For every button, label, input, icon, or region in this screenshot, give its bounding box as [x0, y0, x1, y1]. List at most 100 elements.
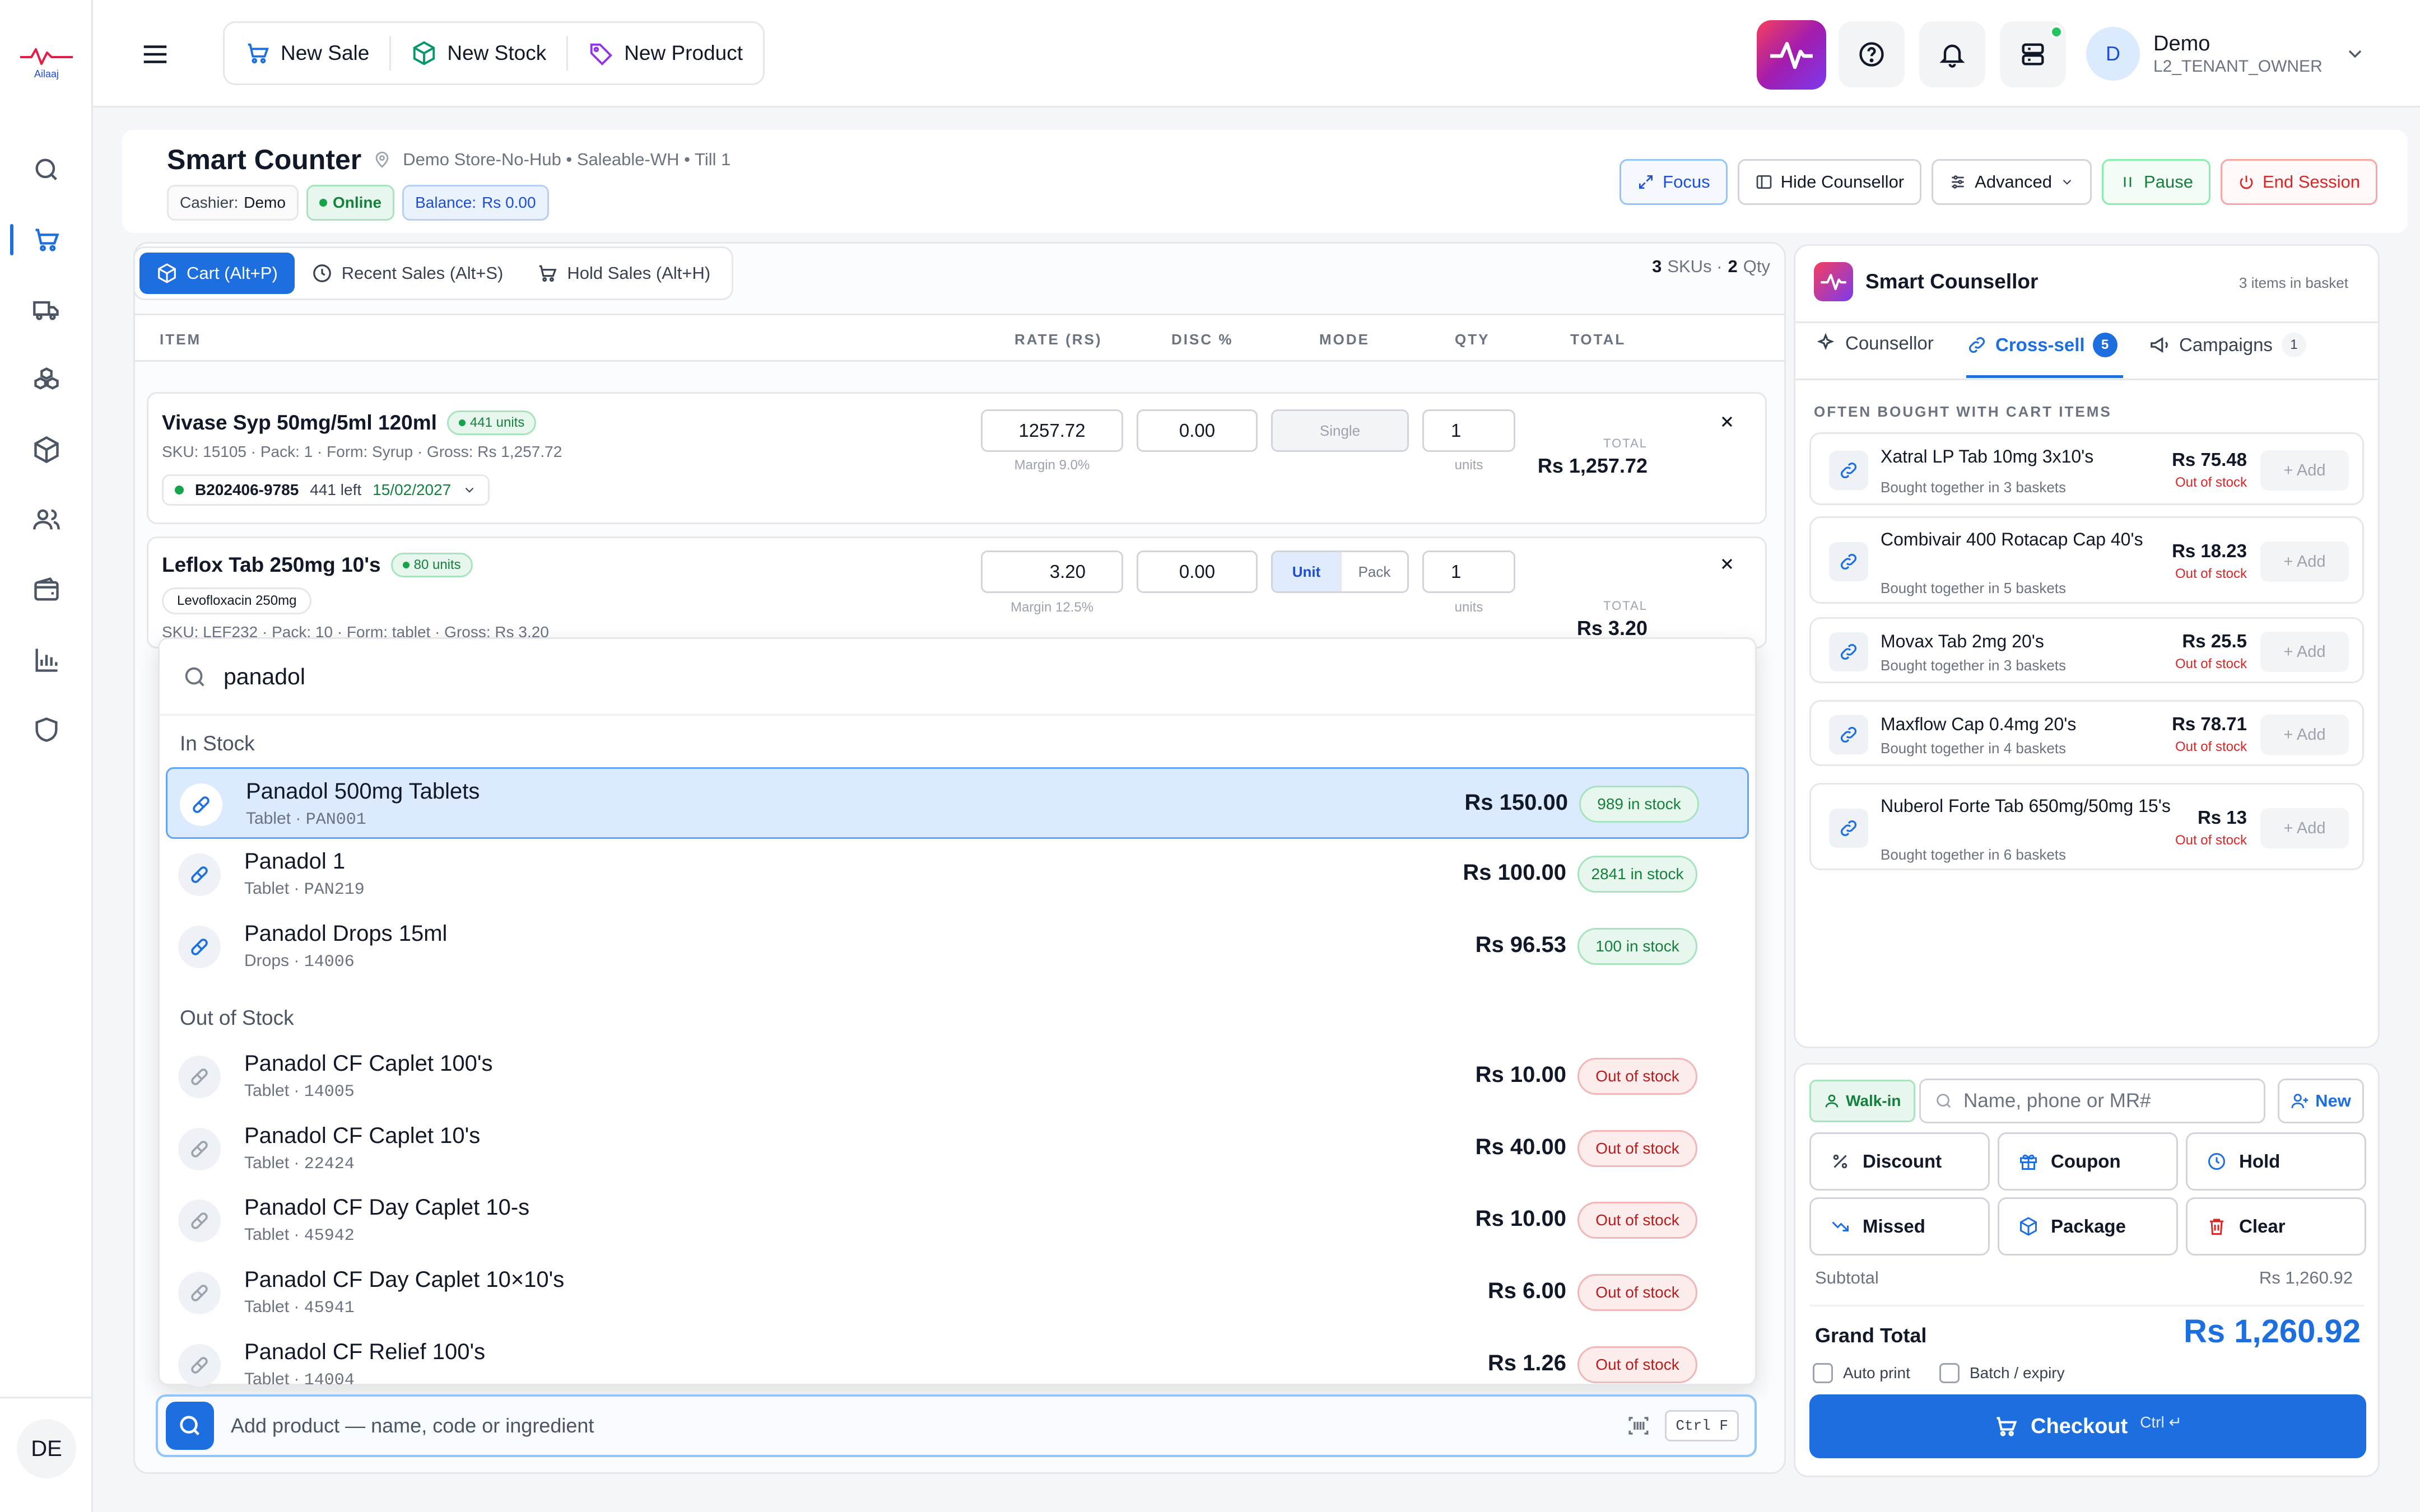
add-product-bar[interactable]: Add product — name, code or ingredient C…	[156, 1394, 1757, 1457]
store-location: Demo Store-No-Hub • Saleable-WH • Till 1	[403, 150, 731, 169]
tab-recent-sales[interactable]: Recent Sales (Alt+S)	[295, 253, 520, 294]
pulse-app-icon[interactable]	[1757, 20, 1826, 90]
remove-item-icon[interactable]	[1718, 555, 1736, 573]
suggestion-price: Rs 78.71	[2172, 713, 2247, 734]
mode-unit[interactable]: Unit	[1273, 552, 1340, 591]
search-result-item[interactable]: Panadol 1 Tablet · PAN219 Rs 100.00 2841 in…	[166, 839, 1749, 911]
suggestion-price: Rs 75.48	[2172, 449, 2247, 470]
focus-button[interactable]: Focus	[1619, 159, 1728, 205]
search-result-item[interactable]: Panadol CF Day Caplet 10×10's Tablet · 45…	[166, 1257, 1749, 1329]
section-in-stock: In Stock	[180, 732, 255, 755]
users-icon[interactable]	[28, 501, 65, 538]
discount-input[interactable]: 0.00	[1137, 409, 1258, 452]
cart-icon[interactable]	[28, 221, 65, 258]
add-suggestion-button[interactable]: + Add	[2260, 632, 2349, 672]
result-meta: Tablet · 22424	[244, 1154, 355, 1174]
shield-icon[interactable]	[28, 711, 65, 748]
cube-icon	[158, 263, 176, 283]
add-suggestion-button[interactable]: + Add	[2260, 542, 2349, 582]
missed-label: Missed	[1863, 1216, 1925, 1236]
boxes-icon[interactable]	[28, 361, 65, 398]
tab-counsellor[interactable]: Counsellor	[1815, 333, 1934, 354]
result-form: Tablet	[244, 1225, 290, 1244]
user-menu[interactable]: D Demo L2_TENANT_OWNER	[2086, 25, 2366, 83]
status-dot	[2050, 26, 2063, 38]
result-code: 14005	[304, 1082, 355, 1102]
batch-expiry-checkbox[interactable]: Batch / expiry	[1939, 1363, 2065, 1383]
mode-pack[interactable]: Pack	[1340, 552, 1407, 591]
server-icon[interactable]	[2000, 21, 2066, 87]
batch-expiry-label: Batch / expiry	[1970, 1364, 2065, 1382]
stock-badge: 441 units	[446, 410, 537, 435]
qty-input[interactable]: 1	[1422, 409, 1515, 452]
cross-sell-count: 5	[2092, 333, 2118, 357]
new-stock-button[interactable]: New Stock	[391, 23, 566, 83]
search-result-item[interactable]: Panadol CF Day Caplet 10-s Tablet · 45942…	[166, 1185, 1749, 1257]
chevron-down-icon	[2348, 50, 2361, 58]
checkout-button[interactable]: Checkout Ctrl ↵	[1809, 1394, 2366, 1458]
rate-input[interactable]: 3.20	[981, 550, 1123, 593]
batch-left: 441 left	[310, 481, 362, 498]
tab-hold-sales[interactable]: Hold Sales (Alt+H)	[520, 253, 727, 294]
app-logo[interactable]: Ailaaj	[17, 45, 76, 84]
search-result-item[interactable]: Panadol 500mg Tablets Tablet · PAN001 Rs 1…	[166, 767, 1749, 839]
add-suggestion-button[interactable]: + Add	[2260, 450, 2349, 491]
hold-button[interactable]: Hold	[2186, 1132, 2366, 1191]
advanced-button[interactable]: Advanced	[1932, 159, 2092, 205]
batch-selector[interactable]: B202406-9785 441 left 15/02/2027	[162, 474, 490, 506]
link-icon	[1829, 632, 1868, 671]
customer-search-input[interactable]: Name, phone or MR#	[1919, 1079, 2265, 1123]
wallet-icon[interactable]	[28, 571, 65, 608]
search-result-item[interactable]: Panadol CF Caplet 10's Tablet · 22424 Rs 4…	[166, 1113, 1749, 1185]
mode-single[interactable]: Single	[1271, 409, 1409, 452]
end-session-button[interactable]: End Session	[2220, 159, 2377, 205]
pause-button[interactable]: Pause	[2102, 159, 2210, 205]
avatar[interactable]: DE	[17, 1419, 76, 1478]
tab-recent-label: Recent Sales (Alt+S)	[341, 263, 504, 283]
result-form: Tablet	[244, 879, 290, 898]
search-icon[interactable]	[28, 151, 65, 188]
bell-icon[interactable]	[1919, 21, 1985, 87]
search-query[interactable]: panadol	[224, 664, 305, 689]
cross-sell-item: Nuberol Forte Tab 650mg/50mg 15's Bought …	[1809, 783, 2364, 870]
search-dropdown: panadol In Stock Out of Stock	[158, 637, 1757, 1385]
missed-button[interactable]: Missed	[1809, 1197, 1990, 1256]
menu-icon[interactable]	[140, 39, 170, 69]
truck-icon[interactable]	[28, 291, 65, 328]
hide-counsellor-button[interactable]: Hide Counsellor	[1737, 159, 1922, 205]
discount-button[interactable]: Discount	[1809, 1132, 1990, 1191]
search-result-item[interactable]: Panadol Drops 15ml Drops · 14006 Rs 96.53 1…	[166, 911, 1749, 983]
cart-summary: 3 SKUs · 2 Qty	[1652, 256, 1770, 277]
new-sale-button[interactable]: New Sale	[225, 23, 389, 83]
new-customer-button[interactable]: New	[2278, 1079, 2364, 1123]
tab-cross-sell[interactable]: Cross-sell 5	[1966, 333, 2118, 357]
search-icon[interactable]	[166, 1402, 214, 1450]
qty-input[interactable]: 1	[1422, 550, 1515, 593]
search-result-item[interactable]: Panadol CF Relief 100's Tablet · 14004 Rs …	[166, 1329, 1749, 1401]
discount-input[interactable]: 0.00	[1137, 550, 1258, 593]
help-icon[interactable]	[1839, 21, 1905, 87]
section-title: OFTEN BOUGHT WITH CART ITEMS	[1814, 403, 2112, 420]
clear-button[interactable]: Clear	[2186, 1197, 2366, 1256]
tab-campaigns[interactable]: Campaigns 1	[2149, 333, 2306, 357]
result-name: Panadol CF Day Caplet 10-s	[244, 1195, 530, 1220]
rate-input[interactable]: 1257.72	[981, 409, 1123, 452]
barcode-scan-icon[interactable]	[1627, 1414, 1650, 1438]
auto-print-checkbox[interactable]: Auto print	[1813, 1363, 1910, 1383]
search-result-item[interactable]: Panadol CF Caplet 100's Tablet · 14005 Rs …	[166, 1041, 1749, 1113]
package-icon[interactable]	[28, 431, 65, 468]
chart-icon[interactable]	[28, 641, 65, 678]
add-suggestion-button[interactable]: + Add	[2260, 715, 2349, 755]
remove-item-icon[interactable]	[1718, 413, 1736, 431]
suggestion-name: Movax Tab 2mg 20's	[1881, 631, 2044, 651]
coupon-button[interactable]: Coupon	[1998, 1132, 2178, 1191]
expand-icon	[1639, 175, 1653, 189]
checkout-label: Checkout	[2031, 1414, 2128, 1438]
add-suggestion-button[interactable]: + Add	[2260, 808, 2349, 848]
location-pin-icon	[375, 151, 389, 168]
tab-cart[interactable]: Cart (Alt+P)	[139, 253, 295, 294]
walk-in-badge[interactable]: Walk-in	[1809, 1080, 1915, 1122]
suggestion-reason: Bought together in 5 baskets	[1881, 580, 2067, 596]
package-button[interactable]: Package	[1998, 1197, 2178, 1256]
new-product-button[interactable]: New Product	[568, 23, 763, 83]
